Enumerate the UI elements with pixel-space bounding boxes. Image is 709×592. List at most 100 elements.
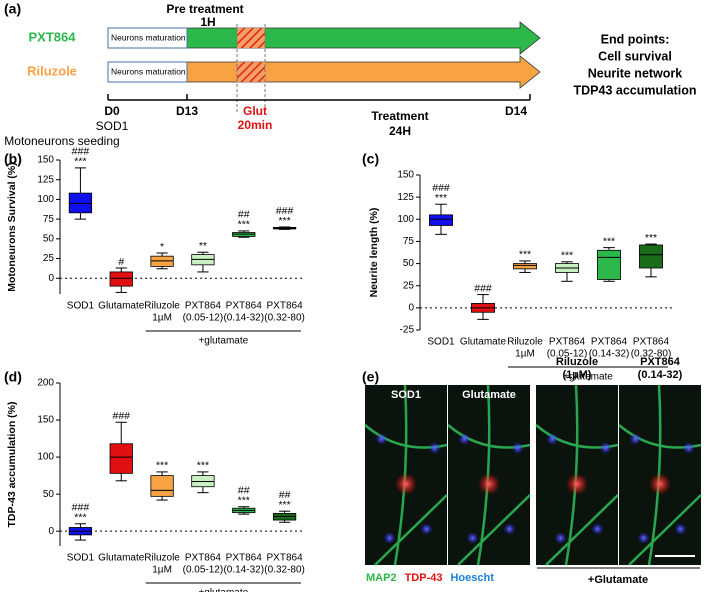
- y-tick-label: 25: [403, 280, 415, 291]
- end-point: TDP43 accumulation: [574, 83, 697, 97]
- y-axis-label: Neurite length (%): [368, 208, 380, 298]
- significance: ***: [603, 235, 615, 247]
- image-label: PXT864: [640, 356, 681, 368]
- significance: ***: [278, 499, 290, 511]
- nucleus: [511, 442, 524, 454]
- significance: ***: [519, 249, 531, 261]
- stain-label: TDP-43: [405, 572, 443, 584]
- y-tick-label: 50: [43, 233, 55, 244]
- stain-label: Hoescht: [450, 572, 494, 584]
- stage-box: [107, 27, 188, 49]
- image-label: (0.14-32): [638, 369, 683, 381]
- x-tick-label: (0.05-12): [183, 565, 224, 576]
- x-tick-label: PXT864: [267, 553, 304, 564]
- y-tick-label: 125: [37, 174, 54, 185]
- x-tick-label: Riluzole: [507, 337, 543, 348]
- significance: ###: [474, 282, 492, 294]
- x-tick-label: PXT864: [267, 301, 304, 312]
- pre-treatment: Pre treatment: [166, 2, 243, 16]
- significance: ##: [238, 209, 250, 221]
- d14: D14: [505, 104, 527, 118]
- image-label: (1µM): [563, 369, 592, 381]
- x-tick-label: 1µM: [515, 349, 535, 360]
- significance: **: [199, 240, 207, 252]
- x-tick-label: PXT864: [226, 553, 263, 564]
- x-tick-label: PXT864: [591, 337, 628, 348]
- image-label: SOD1: [391, 389, 421, 401]
- stain-label: MAP2: [366, 572, 397, 584]
- significance: ***: [197, 460, 209, 472]
- x-tick-label: Riluzole: [144, 301, 180, 312]
- x-tick-label: SOD1: [67, 301, 95, 312]
- stage-label: Neurons maturation: [111, 32, 186, 42]
- x-tick-label: (0.32-80): [264, 565, 305, 576]
- panel-letter: (b): [4, 151, 22, 167]
- y-tick-label: 75: [43, 214, 55, 225]
- box: [109, 271, 133, 287]
- image-label: Riluzole: [556, 356, 598, 368]
- group-label: +glutamate: [198, 588, 248, 592]
- nucleus: [637, 532, 650, 544]
- y-tick-label: 0: [48, 273, 54, 284]
- x-tick-label: Riluzole: [144, 553, 180, 564]
- y-tick-label: 50: [403, 258, 415, 269]
- y-tick-label: 200: [37, 378, 54, 389]
- y-tick-label: 50: [43, 489, 55, 500]
- x-tick-label: (0.32-80): [264, 313, 305, 324]
- significance: ###: [432, 182, 450, 194]
- nucleus: [599, 442, 612, 454]
- nucleus: [674, 523, 687, 535]
- group-label: +Glutamate: [588, 574, 648, 586]
- significance: ***: [645, 232, 657, 244]
- y-tick-label: 0: [48, 526, 54, 537]
- significance: ***: [278, 215, 290, 227]
- nucleus: [546, 433, 559, 445]
- x-tick-label: PXT864: [185, 301, 222, 312]
- nucleus: [395, 473, 417, 495]
- significance: ***: [435, 192, 447, 204]
- d13: D13: [176, 104, 198, 118]
- y-tick-label: 150: [37, 415, 54, 426]
- hatch: [237, 62, 265, 82]
- y-tick-label: 100: [397, 214, 414, 225]
- significance: ##: [238, 485, 250, 497]
- panel-letter: (c): [362, 151, 379, 167]
- x-tick-label: (0.05-12): [547, 349, 588, 360]
- significance: *: [160, 241, 164, 253]
- y-tick-label: 150: [37, 155, 54, 166]
- significance: ###: [276, 205, 294, 217]
- end-point: Neurite network: [588, 66, 683, 80]
- significance: ***: [561, 250, 573, 262]
- group-label: +glutamate: [563, 372, 613, 383]
- significance: ***: [238, 495, 250, 507]
- nucleus: [682, 442, 695, 454]
- nucleus: [458, 433, 471, 445]
- nucleus: [466, 532, 479, 544]
- pre-duration: 1H: [200, 15, 215, 29]
- y-tick-label: 25: [43, 253, 55, 264]
- nucleus: [420, 523, 433, 535]
- y-tick-label: 150: [397, 170, 414, 181]
- x-tick-label: (0.14-32): [223, 313, 264, 324]
- treatment: Treatment: [371, 109, 428, 123]
- y-tick-label: 100: [37, 194, 54, 205]
- x-tick-label: (0.14-32): [589, 349, 630, 360]
- x-tick-label: SOD1: [427, 337, 455, 348]
- box: [150, 475, 174, 497]
- x-tick-label: 1µM: [152, 565, 172, 576]
- group-label: +glutamate: [198, 336, 248, 347]
- x-tick-label: PXT864: [549, 337, 586, 348]
- nucleus: [566, 473, 588, 495]
- d0-note: Motoneurons seeding: [4, 134, 119, 148]
- treatment: 24H: [389, 124, 411, 138]
- x-tick-label: (0.05-12): [183, 313, 224, 324]
- y-tick-label: 100: [37, 452, 54, 463]
- significance: ***: [156, 460, 168, 472]
- row-name: PXT864: [29, 29, 77, 44]
- x-tick-label: Glutamate: [460, 337, 507, 348]
- stage-label: Neurons maturation: [111, 66, 186, 76]
- glut: 20min: [238, 118, 273, 132]
- hatch: [237, 28, 265, 48]
- significance: ###: [72, 502, 90, 514]
